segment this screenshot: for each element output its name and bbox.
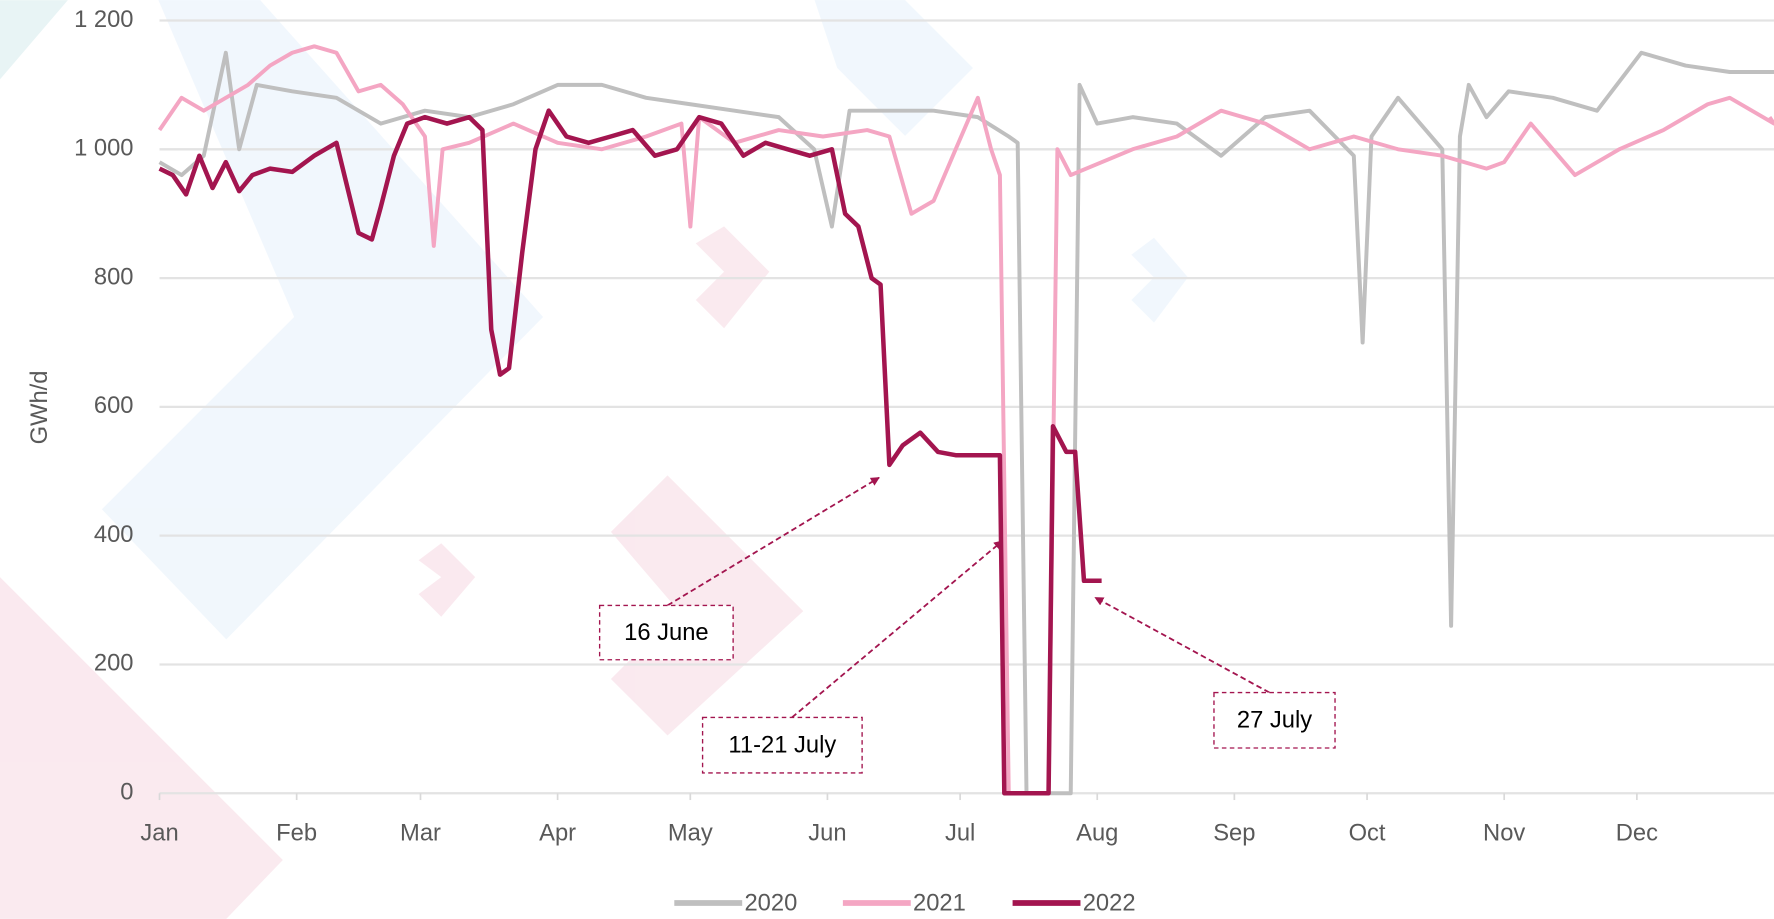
y-tick-label: 800 — [94, 263, 134, 290]
x-tick-label: Jan — [140, 819, 178, 846]
x-tick-label: Jun — [808, 819, 846, 846]
legend-label: 2021 — [913, 889, 966, 916]
annotation-arrow — [1095, 598, 1269, 693]
x-tick-label: Nov — [1483, 819, 1525, 846]
legend-label: 2022 — [1083, 889, 1136, 916]
y-tick-label: 0 — [120, 779, 133, 806]
x-tick-label: Feb — [276, 819, 317, 846]
annotation-text: 16 June — [624, 619, 709, 646]
x-tick-label: Aug — [1076, 819, 1118, 846]
y-tick-label: 1 000 — [74, 135, 133, 162]
x-tick-label: Dec — [1616, 819, 1658, 846]
x-tick-label: Mar — [400, 819, 441, 846]
page: {"chart_data": {"type": "line", "y_label… — [0, 0, 1774, 919]
annotation-arrow — [792, 541, 1002, 717]
y-tick-label: 400 — [94, 521, 134, 548]
x-tick-label: Sep — [1213, 819, 1255, 846]
annotation-text: 27 July — [1237, 707, 1312, 734]
y-axis-label: GWh/d — [26, 371, 53, 445]
x-tick-label: Apr — [539, 819, 576, 846]
y-tick-label: 1 200 — [74, 6, 133, 33]
legend-label: 2020 — [744, 889, 797, 916]
chart: GWh/d 0 200 400 600 800 1 000 1 200 Jan Feb Mar Ap… — [0, 0, 1774, 919]
annotation-text: 11-21 July — [728, 732, 836, 759]
y-tick-label: 600 — [94, 392, 134, 419]
x-tick-label: May — [668, 819, 713, 846]
y-tick-label: 200 — [94, 650, 134, 677]
x-tick-label: Oct — [1349, 819, 1386, 846]
x-tick-label: Jul — [945, 819, 975, 846]
